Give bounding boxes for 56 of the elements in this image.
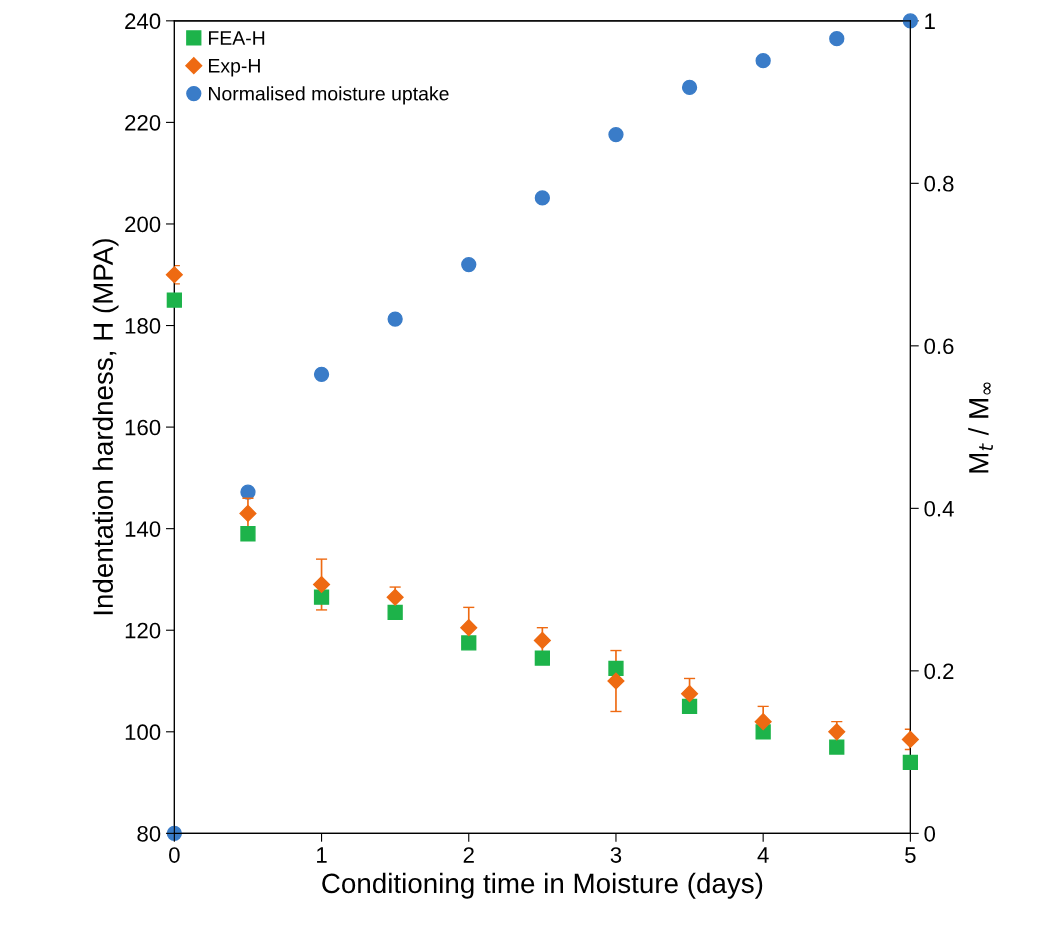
x-axis-title: Conditioning time in Moisture (days) (322, 872, 763, 899)
x-tick-label: 3 (610, 847, 622, 863)
point (534, 190, 550, 206)
point (681, 698, 698, 715)
point (607, 672, 625, 690)
y-tick-label: 200 (125, 216, 161, 233)
point (239, 504, 257, 522)
x-tick-label: 1 (317, 847, 327, 863)
point (902, 13, 919, 29)
x-tick-label: 0 (169, 847, 180, 863)
y2-axis-title: M$_{t}$ / M$_{∞}$ (968, 382, 993, 473)
y-tick-label: 220 (125, 114, 161, 131)
y2-tick-label: 0.2 (924, 663, 954, 680)
point (608, 126, 624, 143)
point (313, 589, 330, 605)
y-tick-label: 240 (125, 13, 161, 30)
point (387, 311, 403, 327)
point (165, 266, 183, 284)
y2-tick-label: 0.6 (924, 338, 954, 355)
point (534, 650, 550, 666)
x-tick-label: 5 (905, 847, 916, 863)
point (313, 366, 330, 382)
point (829, 31, 845, 47)
x-tick-label: 4 (757, 847, 769, 863)
y-tick-label: 120 (125, 622, 161, 639)
point (533, 631, 551, 649)
x-tick-label: 2 (463, 847, 474, 863)
point (901, 730, 919, 748)
y2-tick-label: 0.8 (924, 175, 954, 192)
y-tick-label: 160 (125, 419, 161, 436)
point (755, 53, 771, 69)
point (240, 526, 256, 542)
legend-label: FEA-H (209, 31, 265, 45)
point (312, 575, 331, 594)
y-tick-label: 180 (125, 318, 161, 334)
point (829, 739, 845, 755)
point (461, 635, 477, 651)
y-tick-label: 80 (137, 825, 161, 842)
y2-tick-label: 0.4 (924, 500, 954, 517)
point (460, 619, 478, 637)
point (166, 292, 182, 308)
point (681, 79, 698, 96)
point (461, 256, 477, 273)
point (681, 685, 699, 703)
y-axis-title: Indentation hardness, H (MPA) (92, 239, 119, 615)
point (240, 484, 256, 500)
legend-label: Exp-H (209, 59, 260, 77)
point (754, 713, 772, 731)
point (608, 660, 624, 676)
y2-tick-label: 1 (925, 13, 935, 29)
y-tick-label: 140 (125, 521, 161, 537)
y2-tick-label: 0 (924, 825, 936, 842)
point (387, 604, 403, 621)
legend-label: Normalised moisture uptake (209, 86, 449, 105)
point (902, 754, 919, 770)
y-tick-label: 100 (125, 724, 161, 741)
